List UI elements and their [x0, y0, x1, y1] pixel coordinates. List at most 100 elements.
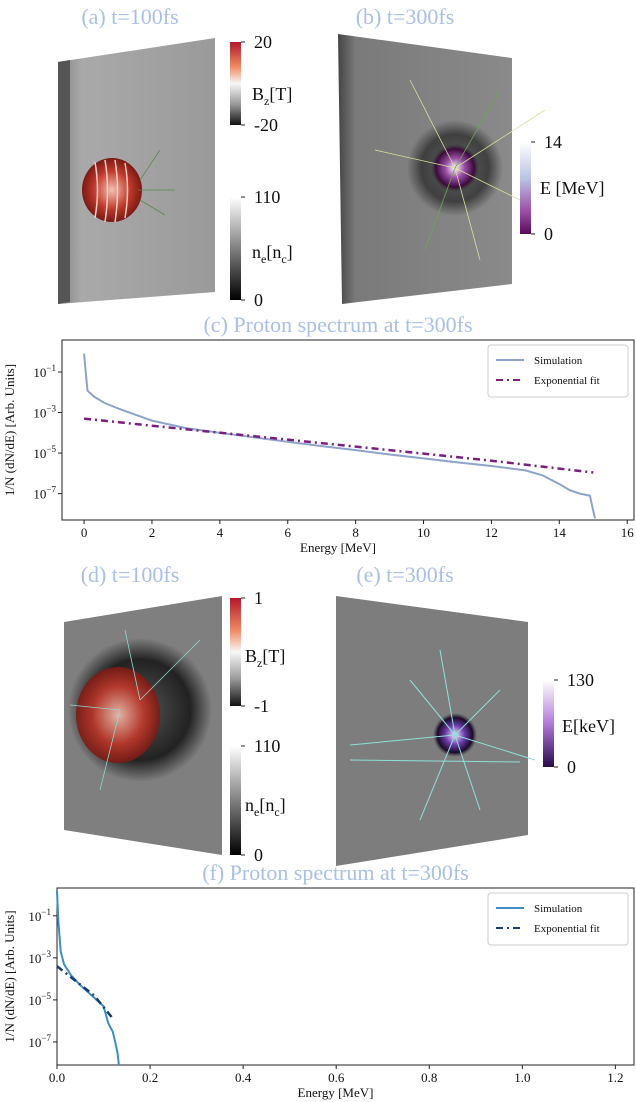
chart-title: (f) Proton spectrum at t=300fs: [202, 860, 469, 885]
chart-title: (c) Proton spectrum at t=300fs: [203, 312, 472, 337]
colorbar-label: E [MeV]: [540, 178, 604, 198]
tick-base: 10: [28, 1035, 41, 1050]
label-part: B: [252, 84, 264, 104]
label-part: n: [252, 242, 261, 262]
colorbar: [230, 197, 241, 300]
tick-exp: −3: [46, 404, 56, 414]
x-tick-label: 0.6: [328, 1070, 345, 1085]
y-tick-label: 10−7: [28, 1033, 51, 1050]
tick-exp: −7: [46, 485, 56, 495]
colorbar-label: Bz[T]: [252, 84, 292, 108]
series-line: [83, 353, 596, 519]
tick-exp: −5: [46, 444, 56, 454]
label-part: B: [245, 646, 257, 666]
colorbar-tick-label: 130: [567, 670, 594, 690]
x-tick-label: 10: [417, 525, 430, 540]
label-part: n: [245, 795, 254, 815]
label-part: z: [257, 656, 262, 670]
tick-base: 10: [33, 446, 46, 461]
plot-frame: [61, 339, 635, 521]
x-tick-label: 2: [149, 525, 156, 540]
tick-exp: −5: [41, 991, 51, 1001]
legend-box: [487, 344, 629, 398]
legend-box: [487, 892, 629, 946]
x-tick-label: 0: [81, 525, 88, 540]
y-tick-label: 10−7: [33, 485, 56, 502]
label-part: z: [264, 94, 269, 108]
x-tick-label: 16: [621, 525, 635, 540]
colorbar-tick-label: 110: [254, 736, 280, 756]
colorbar: [230, 598, 241, 706]
y-axis-label: 1/N (dN/dE) [Arb. Units]: [2, 364, 17, 496]
y-tick-label: 10−5: [28, 991, 51, 1008]
label-part: [n: [259, 795, 274, 815]
colorbar-tick-label: 0: [254, 290, 263, 310]
x-tick-label: 0.4: [235, 1070, 252, 1085]
tick-base: 10: [28, 993, 41, 1008]
x-tick-label: 0.8: [421, 1070, 437, 1085]
tick-exp: −7: [41, 1033, 51, 1043]
colorbar: [230, 746, 241, 855]
label-part: E [MeV]: [540, 178, 604, 198]
colorbar-tick-label: 0: [544, 224, 553, 244]
colorbar-tick-label: 1: [254, 588, 263, 608]
colorbar-tick-label: 20: [254, 32, 272, 52]
label-part: [T]: [262, 646, 285, 666]
label-part: e: [254, 805, 259, 819]
label-part: [T]: [269, 84, 292, 104]
label-part: ]: [287, 242, 293, 262]
series-line: [56, 965, 114, 1020]
legend-label: Exponential fit: [534, 923, 600, 935]
tick-base: 10: [33, 406, 46, 421]
y-tick-label: 10−5: [33, 444, 56, 461]
y-tick-label: 10−1: [28, 907, 51, 924]
render-d: [64, 596, 222, 855]
colorbar-tick-label: 0: [254, 845, 263, 865]
render-b: [338, 34, 546, 304]
legend-label: Simulation: [534, 903, 583, 915]
x-axis-label: Energy [MeV]: [298, 1085, 374, 1100]
render-e: [336, 596, 536, 866]
colorbar-tick-label: 110: [254, 187, 280, 207]
y-axis-label: 1/N (dN/dE) [Arb. Units]: [2, 910, 17, 1042]
colorbar: [230, 42, 241, 125]
colorbar-tick-label: -20: [254, 115, 278, 135]
x-tick-label: 0.0: [49, 1070, 65, 1085]
colorbar-label: ne[nc]: [245, 795, 286, 819]
y-tick-label: 10−1: [33, 363, 56, 380]
label-part: c: [274, 805, 279, 819]
tick-base: 10: [28, 951, 41, 966]
label-part: ]: [280, 795, 286, 815]
panel-title: (b) t=300fs: [356, 4, 455, 29]
colorbar: [520, 142, 531, 234]
label-part: c: [281, 252, 286, 266]
x-tick-label: 1.2: [607, 1070, 623, 1085]
tick-exp: −1: [41, 907, 51, 917]
x-tick-label: 1.0: [514, 1070, 530, 1085]
panel-title: (e) t=300fs: [356, 562, 453, 587]
colorbar: [543, 680, 554, 767]
colorbar-tick-label: -1: [254, 696, 269, 716]
colorbar-label: E[keV]: [562, 716, 615, 736]
legend-label: Exponential fit: [534, 375, 600, 387]
plot-frame: [56, 887, 635, 1066]
x-tick-label: 4: [217, 525, 224, 540]
colorbar-tick-label: 0: [567, 757, 576, 777]
x-tick-label: 6: [284, 525, 291, 540]
label-part: e: [261, 252, 266, 266]
label-part: [n: [266, 242, 281, 262]
x-axis-label: Energy [MeV]: [300, 540, 376, 555]
colorbar-tick-label: 14: [544, 132, 562, 152]
y-tick-label: 10−3: [28, 949, 51, 966]
colorbar-label: ne[nc]: [252, 242, 293, 266]
colorbar-label: Bz[T]: [245, 646, 285, 670]
tick-exp: −3: [41, 949, 51, 959]
panel-title: (d) t=100fs: [81, 562, 180, 587]
x-tick-label: 0.2: [142, 1070, 158, 1085]
tick-base: 10: [28, 909, 41, 924]
x-tick-label: 14: [553, 525, 567, 540]
x-tick-label: 8: [352, 525, 359, 540]
render-a: [58, 38, 215, 304]
tick-base: 10: [33, 365, 46, 380]
